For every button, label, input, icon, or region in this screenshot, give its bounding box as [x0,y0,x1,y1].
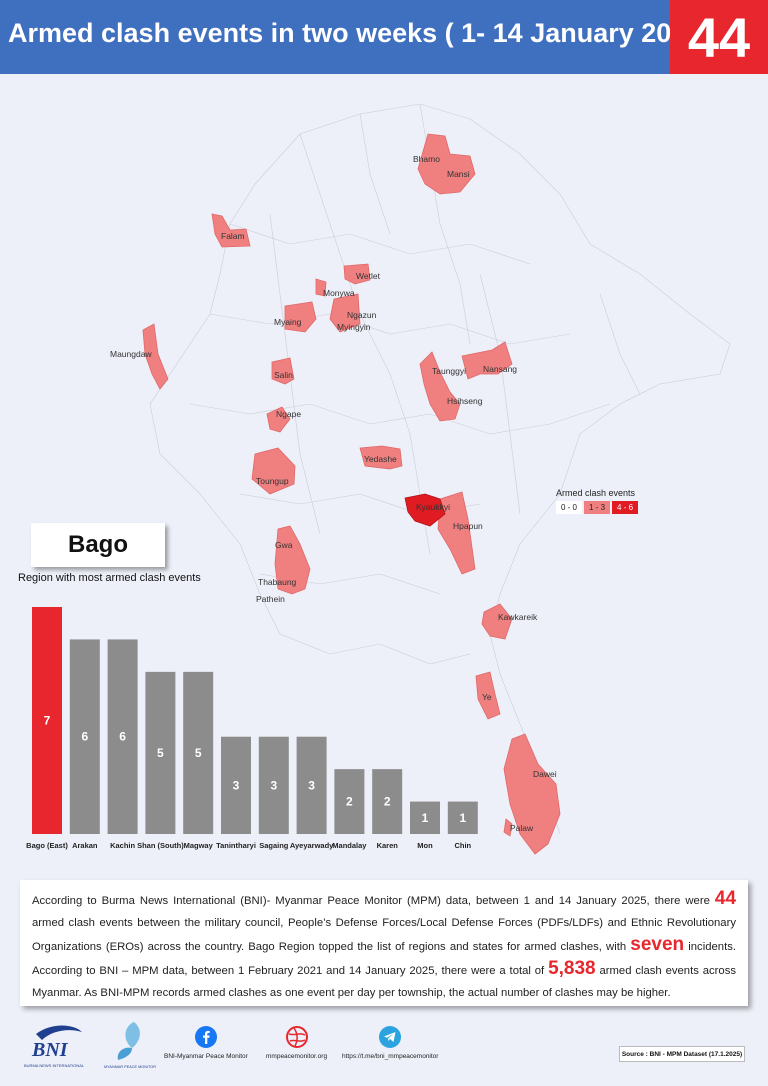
category-label-4: Magway [184,841,214,850]
map-label-wetlet: Wetlet [356,271,381,281]
description-part-4: armed clash events across Myanmar. As BN… [32,965,736,999]
map-label-dawei: Dawei [533,769,557,779]
bar-value-label-6: 3 [270,778,277,792]
bar-10 [410,801,440,834]
map-label-kawkareik: Kawkareik [498,612,538,622]
legend-title: Armed clash events [556,488,636,498]
bar-value-label-8: 2 [346,795,353,809]
category-label-2: Kachin [110,841,135,850]
globe-icon [285,1026,308,1048]
bar-value-label-9: 2 [384,795,391,809]
map-label-ngazun: Ngazun [347,310,377,320]
map-label-taunggyi: Taunggyi [432,366,466,376]
map-label-ye: Ye [482,692,492,702]
header-bar: Armed clash events in two weeks ( 1- 14 … [0,0,768,74]
top-region-subtitle: Region with most armed clash events [18,572,201,584]
telegram-link[interactable]: https://t.me/bni_mmpeacemonitor [342,1026,438,1060]
category-label-10: Mon [417,841,433,850]
total-count-badge: 44 [670,0,768,74]
map-label-hsihseng: Hsihseng [447,396,483,406]
telegram-icon [379,1026,402,1048]
map-label-myaing: Myaing [274,317,302,327]
bar-value-label-0: 7 [44,714,51,728]
map-label-ngape: Ngape [276,409,301,419]
category-label-6: Sagaing [259,841,289,850]
category-label-11: Chin [454,841,471,850]
legend-chip-2: 4 - 6 [612,501,639,514]
svg-text:BURMA NEWS INTERNATIONAL: BURMA NEWS INTERNATIONAL [24,1063,85,1068]
bar-value-label-10: 1 [422,811,429,825]
map-label-toungup: Toungup [256,476,289,486]
bar-value-label-7: 3 [308,778,315,792]
map-label-bhamo: Bhamo [413,154,440,164]
bar-1 [69,639,100,834]
map-label-thabaung: Thabaung [258,577,297,587]
footer: BNI BURMA NEWS INTERNATIONAL MYANMAR PEA… [0,1010,768,1086]
bar-0 [32,607,62,834]
bar-value-label-5: 3 [233,778,240,792]
map-label-hpapun: Hpapun [453,521,483,531]
bar-2 [107,639,138,834]
facebook-icon [194,1026,217,1048]
page-title: Armed clash events in two weeks ( 1- 14 … [8,18,711,48]
myanmar-map: Bhamo Mansi Falam Wetlet Monywa Ngazun M… [110,103,731,855]
svg-text:MYANMAR PEACE MONITOR: MYANMAR PEACE MONITOR [104,1065,156,1069]
description-part-2: armed clash events between the military … [32,917,736,953]
description-panel: According to Burma News International (B… [20,880,748,1006]
map-label-yedashe: Yedashe [364,454,397,464]
category-label-1: Arakan [72,841,98,850]
bar-3 [145,671,176,834]
bni-logo: BNI BURMA NEWS INTERNATIONAL [24,1025,85,1068]
category-label-8: Mandalay [332,841,367,850]
map-legend: Armed clash events 0 - 0 1 - 3 4 - 6 [556,488,639,514]
category-label-5: Tanintharyi [216,841,256,850]
category-label-3: Shan (South) [137,841,184,850]
description-number-2: seven [630,934,685,955]
category-label-9: Karen [377,841,399,850]
bar-8 [334,769,365,834]
description-number-3: 5,838 [548,958,596,979]
facebook-link[interactable]: BNI-Myanmar Peace Monitor [164,1026,248,1060]
telegram-label: https://t.me/bni_mmpeacemonitor [342,1053,439,1060]
description-number-1: 44 [714,888,737,909]
map-label-palaw: Palaw [510,823,534,833]
clash-bar-chart: 7 Bago (East) 6 Arakan 6 Kachin 5 Shan (South) 5… [26,607,478,850]
map-label-maungdaw: Maungdaw [110,349,152,359]
bar-value-label-3: 5 [157,746,164,760]
category-label-7: Ayeyarwady [290,841,334,850]
map-label-myingyin: Myingyin [337,322,371,332]
map-label-monywa: Monywa [323,288,355,298]
map-label-pathein: Pathein [256,594,285,604]
top-region-box: Bago [31,523,165,567]
legend-chip-1: 1 - 3 [584,501,611,514]
bar-4 [183,671,214,834]
map-label-gwa: Gwa [275,540,293,550]
legend-chip-0: 0 - 0 [556,501,583,514]
description-part-1: According to Burma News International (B… [32,895,710,907]
map-label-nansang: Nansang [483,364,517,374]
bar-value-label-1: 6 [81,730,88,744]
map-label-kyaukkyi: Kyaukkyi [416,502,450,512]
description-part-3: incidents. According to BNI – MPM data, … [32,941,736,977]
map-label-salin: Salin [274,370,293,380]
website-label: mmpeacemonitor.org [266,1053,328,1060]
category-label-0: Bago (East) [26,841,68,850]
bar-7 [296,736,327,834]
bar-11 [447,801,478,834]
map-label-mansi: Mansi [447,169,470,179]
bar-5 [221,736,251,834]
map-label-falam: Falam [221,231,245,241]
facebook-label: BNI-Myanmar Peace Monitor [164,1053,248,1060]
bar-9 [372,769,403,834]
bar-value-label-2: 6 [119,730,126,744]
bar-value-label-11: 1 [459,811,466,825]
bar-value-label-4: 5 [195,746,202,760]
svg-text:BNI: BNI [31,1039,69,1061]
source-note: Source : BNI - MPM Dataset (17.1.2025) [619,1046,745,1062]
mpm-logo: MYANMAR PEACE MONITOR [104,1022,156,1069]
website-link[interactable]: mmpeacemonitor.org [266,1026,327,1060]
bar-6 [258,736,289,834]
